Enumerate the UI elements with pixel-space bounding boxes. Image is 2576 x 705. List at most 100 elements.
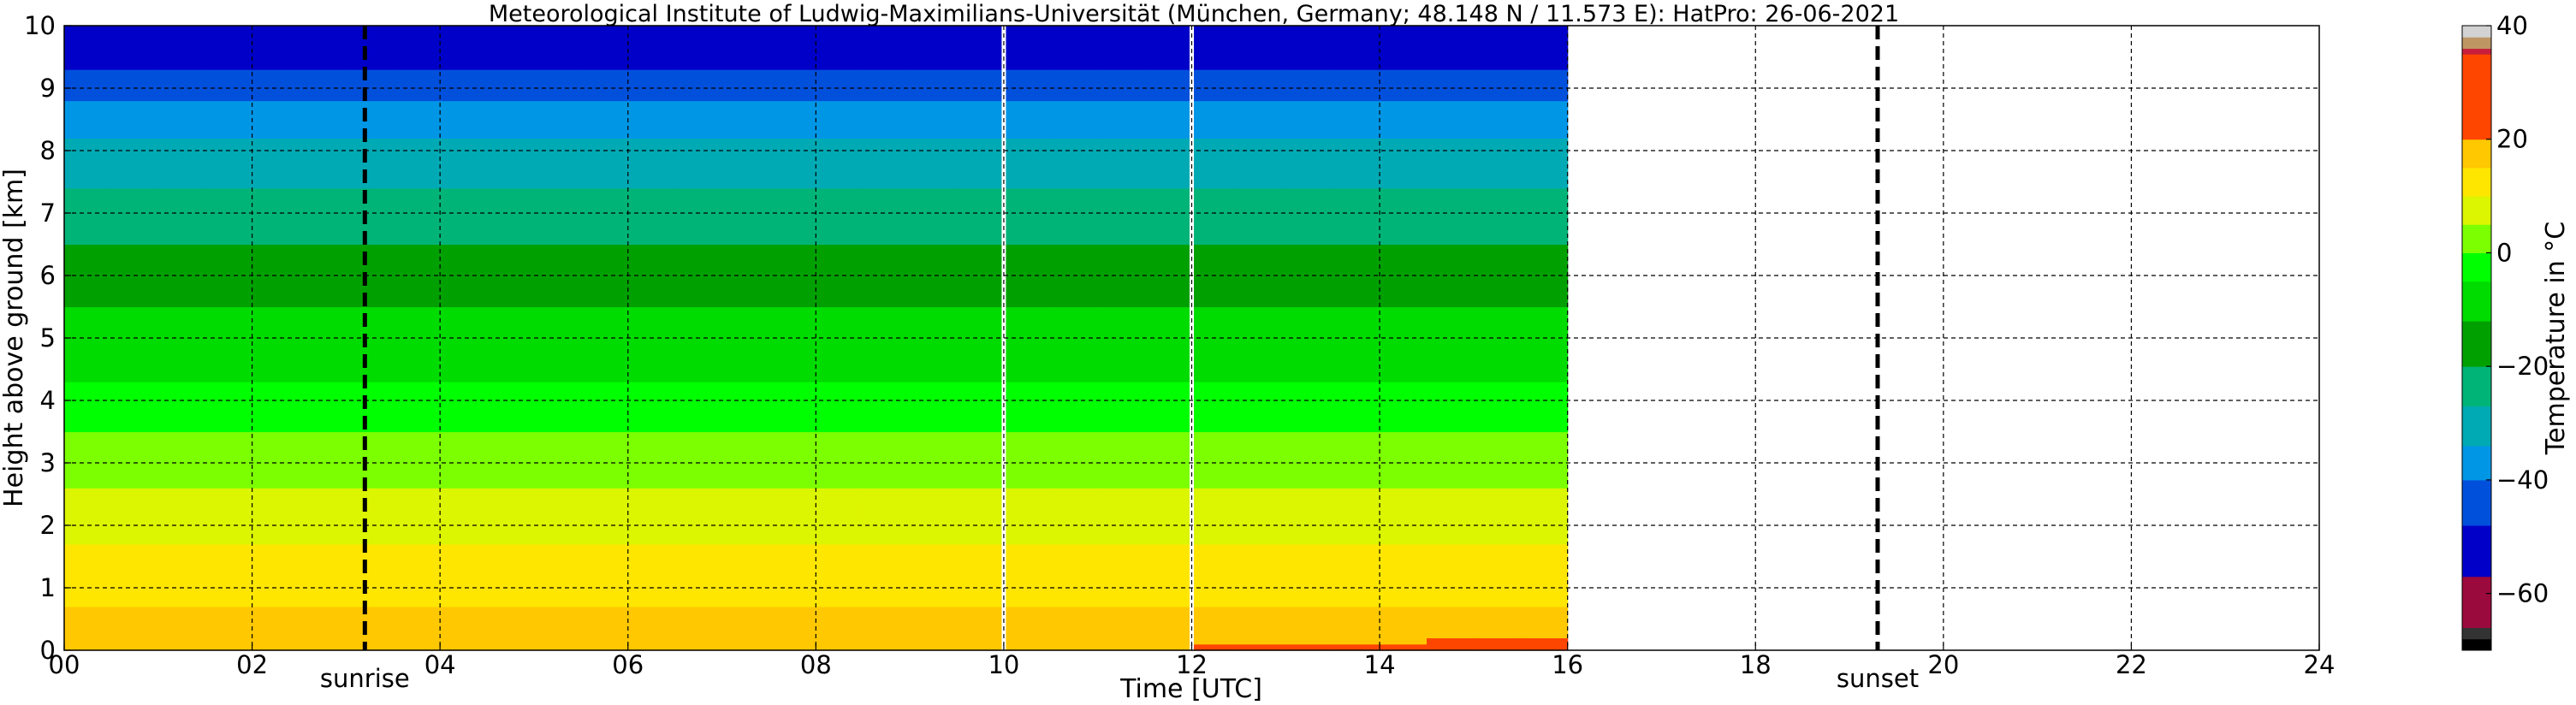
heatmap-cell [1426,543,1475,551]
heatmap-cell [252,244,300,252]
heatmap-cell [674,312,723,320]
heatmap-cell [1426,400,1475,407]
heatmap-cell [1380,550,1427,558]
heatmap-cell [910,382,958,388]
heatmap-cell [205,562,253,570]
heatmap-cell [627,32,676,39]
heatmap-cell [110,463,159,470]
heatmap-cell [721,537,770,545]
heatmap-cell [769,275,816,282]
heatmap-cell [1333,125,1380,133]
heatmap-cell [205,518,253,526]
heatmap-cell [580,257,629,264]
heatmap-cell [816,606,864,613]
heatmap-cell [1380,250,1427,258]
heatmap-cell [1191,62,1239,70]
heatmap-cell [1473,44,1522,51]
heatmap-cell [205,363,253,370]
heatmap-cell [440,81,488,89]
heatmap-cell [252,637,300,645]
heatmap-cell [1380,62,1427,70]
heatmap-cell [393,350,441,358]
heatmap-cell [157,637,206,645]
heatmap-cell [157,26,206,33]
heatmap-cell [1191,512,1239,520]
heatmap-cell [957,244,1005,252]
heatmap-cell [1238,356,1286,364]
heatmap-cell [910,494,958,501]
heatmap-cell [110,100,159,108]
heatmap-cell [910,119,958,127]
heatmap-cell [1003,81,1052,89]
heatmap-cell [1050,94,1099,102]
heatmap-cell [1238,175,1286,183]
heatmap-cell [205,394,253,401]
heatmap-cell [1191,287,1239,295]
heatmap-cell [346,194,394,201]
heatmap-cell [1003,344,1052,352]
heatmap-cell [157,293,206,301]
heatmap-cell [769,613,816,620]
heatmap-cell [393,344,441,352]
heatmap-cell [1333,338,1380,345]
heatmap-cell [627,525,676,532]
heatmap-cell [1003,169,1052,176]
heatmap-cell [1191,81,1239,89]
heatmap-cell [1285,287,1333,295]
heatmap-cell [769,606,816,613]
heatmap-cell [299,94,347,102]
heatmap-cell [1473,250,1522,258]
heatmap-cell [674,631,723,638]
heatmap-cell [769,32,816,39]
heatmap-cell [487,293,535,301]
heatmap-cell [674,50,723,58]
heatmap-cell [1473,257,1522,264]
heatmap-cell [674,613,723,620]
heatmap-cell [769,494,816,501]
heatmap-cell [1426,257,1475,264]
heatmap-cell [299,169,347,176]
heatmap-cell [863,75,911,83]
heatmap-cell [440,537,488,545]
heatmap-cell [205,175,253,183]
heatmap-cell [346,375,394,382]
heatmap-cell [1191,312,1239,320]
heatmap-cell [487,325,535,333]
heatmap-cell [299,75,347,83]
heatmap-cell [252,293,300,301]
heatmap-cell [580,231,629,239]
heatmap-cell [1473,637,1522,645]
heatmap-cell [627,219,676,227]
heatmap-cell [910,356,958,364]
heatmap-cell [205,181,253,189]
heatmap-cell [393,125,441,133]
heatmap-cell [1003,518,1052,526]
heatmap-cell [299,113,347,121]
heatmap-cell [1144,631,1193,638]
colorbar-segment [2462,406,2491,447]
heatmap-cell [957,319,1005,326]
heatmap-cell [910,81,958,89]
heatmap-cell [1285,100,1333,108]
heatmap-cell [580,26,629,33]
heatmap-cell [157,144,206,151]
heatmap-cell [863,400,911,407]
heatmap-cell [1238,26,1286,33]
heatmap-cell [157,475,206,483]
heatmap-cell [1426,132,1475,139]
heatmap-cell [1380,119,1427,127]
heatmap-cell [721,406,770,414]
heatmap-cell [393,369,441,376]
heatmap-cell [957,138,1005,145]
heatmap-cell [1050,400,1099,407]
heatmap-cell [1144,181,1193,189]
heatmap-cell [1191,250,1239,258]
heatmap-cell [1097,606,1146,613]
heatmap-cell [1238,619,1286,626]
heatmap-cell [440,637,488,645]
heatmap-cell [863,187,911,195]
heatmap-cell [64,537,112,545]
heatmap-cell [393,431,441,439]
heatmap-cell [816,363,864,370]
heatmap-cell [910,456,958,464]
